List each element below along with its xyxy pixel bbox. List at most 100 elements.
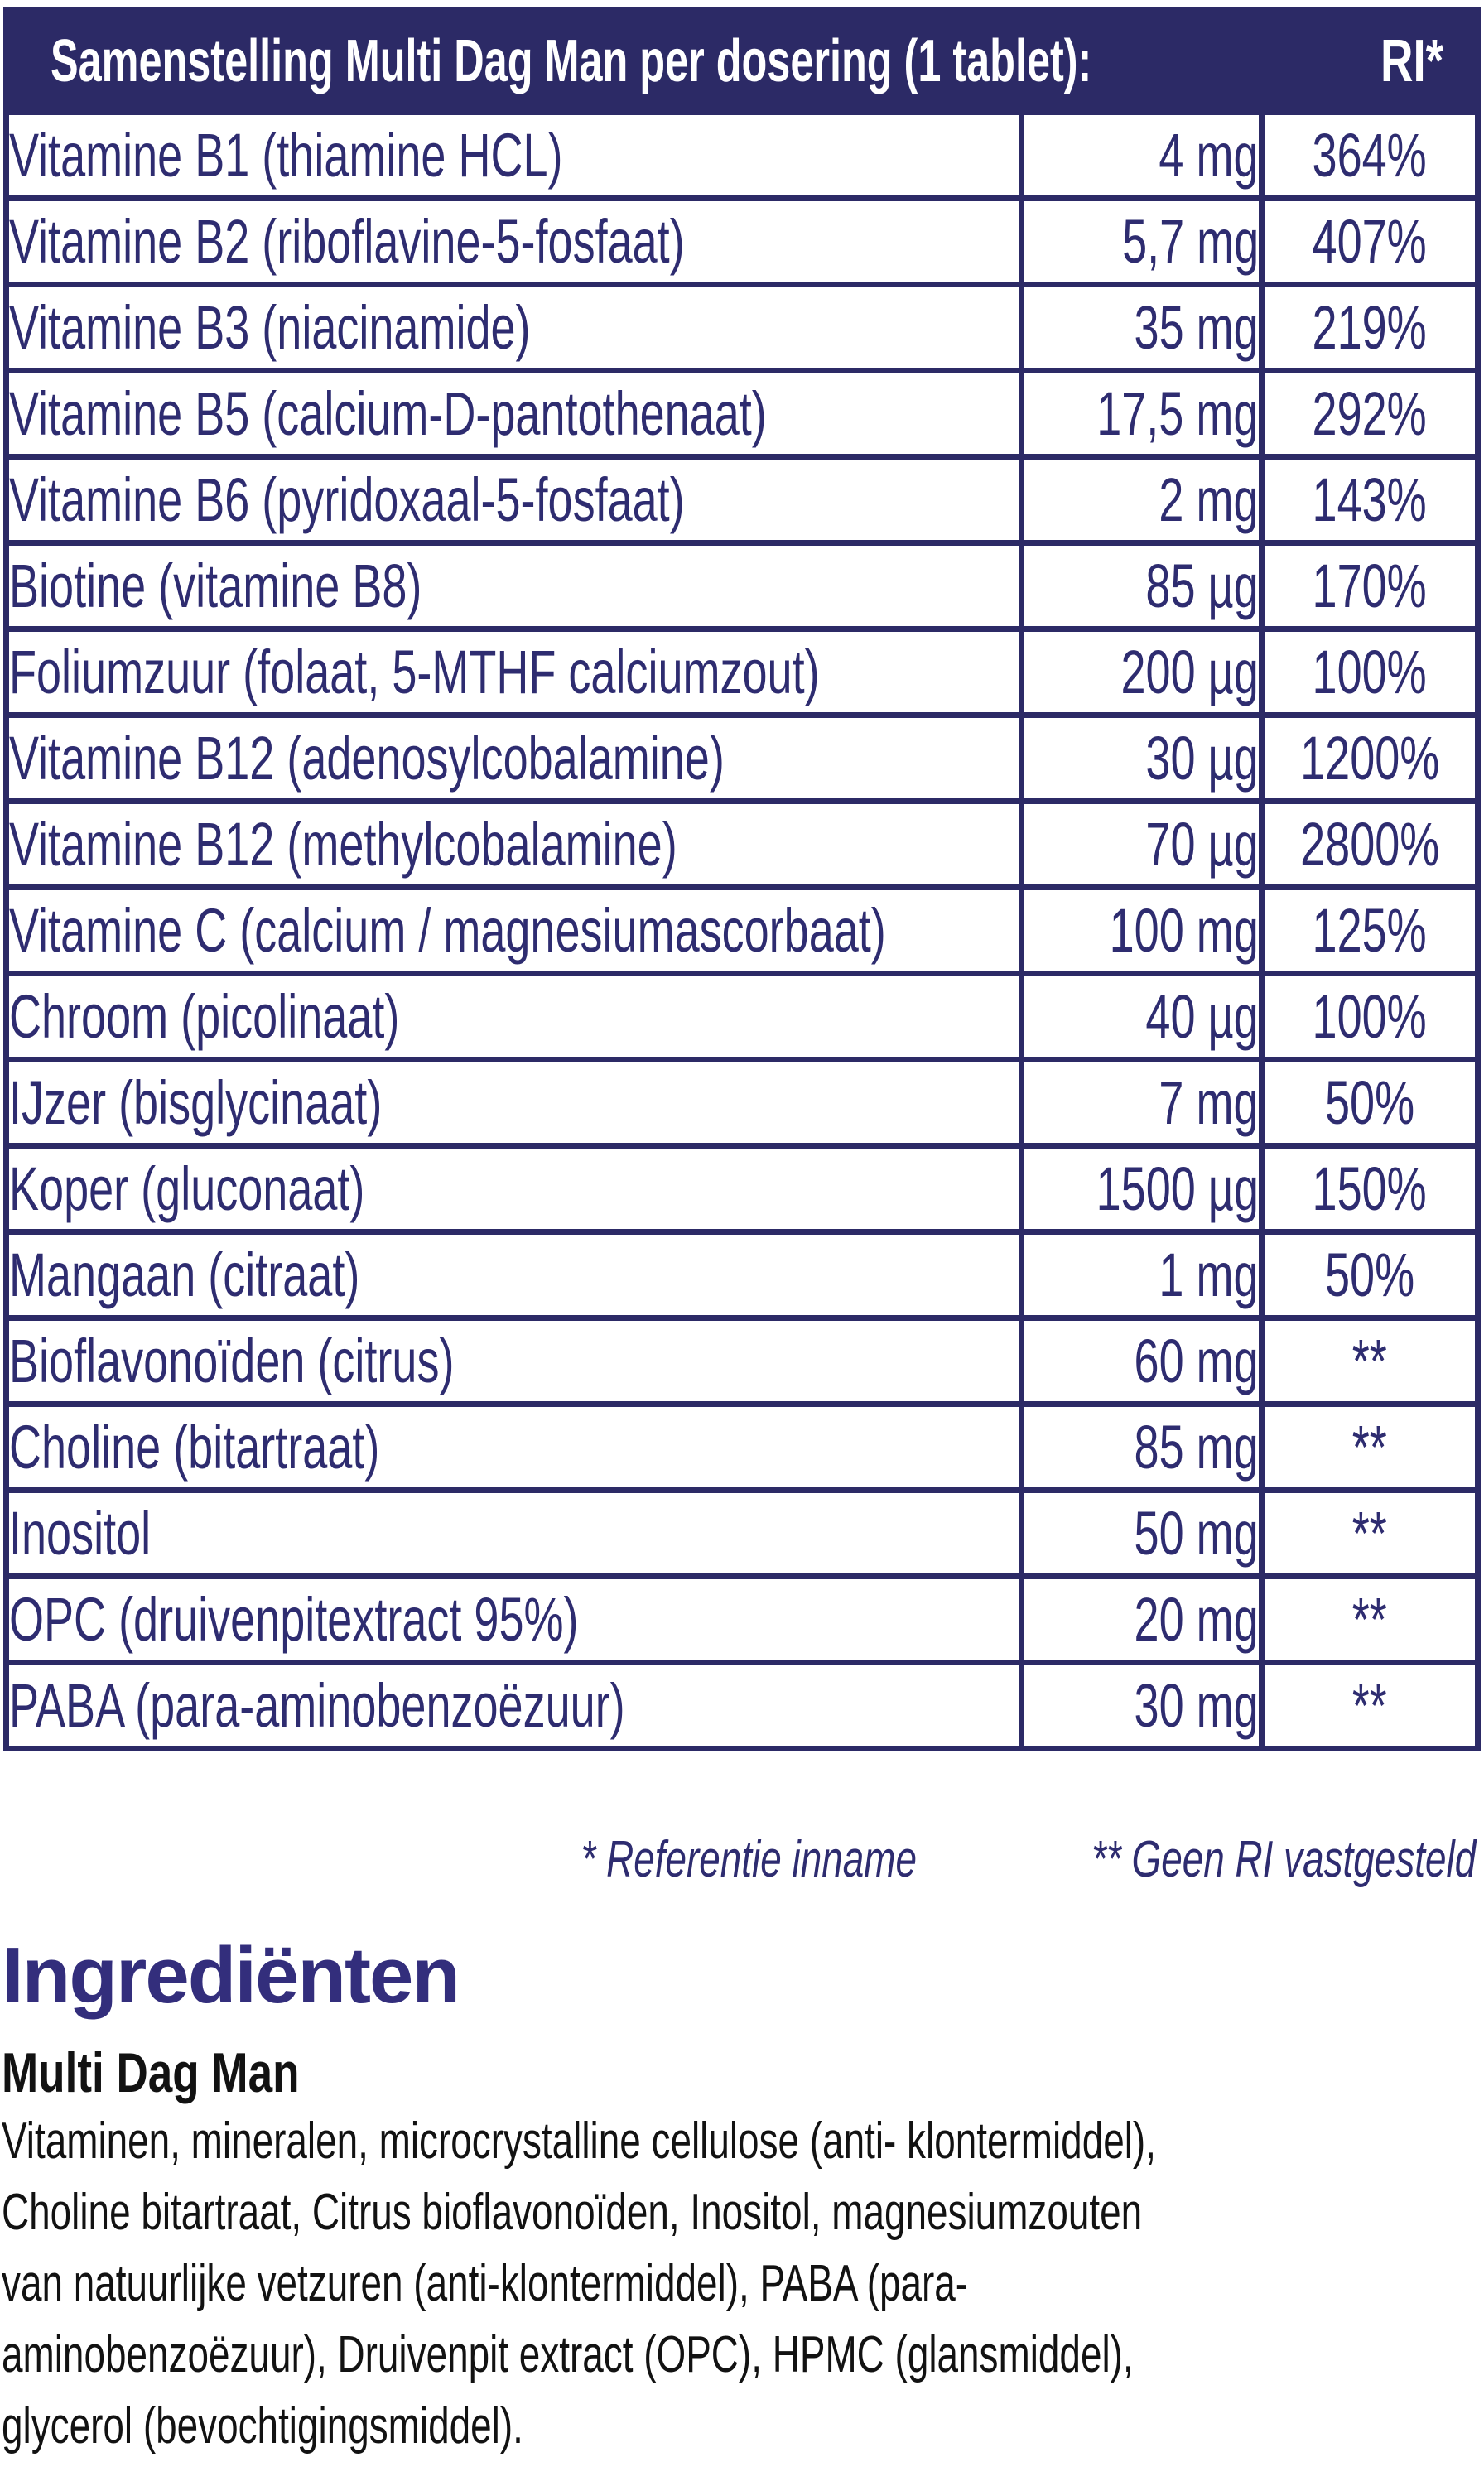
ri-cell-text: 2800% [1299, 810, 1439, 879]
amount-cell-text: 17,5 mg [1096, 379, 1259, 448]
ri-cell-text: ** [1352, 1413, 1387, 1482]
ri-cell-text: 170% [1312, 552, 1427, 620]
paragraph-line: glycerol (bevochtigingsmiddel). [2, 2397, 1484, 2472]
ingredient-name-cell: Vitamine B2 (riboflavine-5-fosfaat) [2, 195, 1025, 287]
table-row: Vitamine B3 (niacinamide) 35 mg 219% [2, 282, 1482, 373]
amount-cell-text: 200 µg [1120, 638, 1259, 706]
table-row: Vitamine B6 (pyridoxaal-5-fosfaat) 2 mg 14… [2, 454, 1482, 546]
amount-cell: 17,5 mg [1019, 368, 1265, 460]
table-row: Vitamine C (calcium / magnesiumascorbaat… [2, 884, 1482, 976]
paragraph-line-text: Choline bitartraat, Citrus bioflavonoïde… [2, 2183, 1143, 2241]
header-row: Samenstelling Multi Dag Man per dosering… [3, 7, 1482, 115]
table-header: Samenstelling Multi Dag Man per dosering… [3, 7, 1482, 115]
ingredient-name-cell-text: Vitamine B1 (thiamine HCL) [9, 121, 563, 190]
ri-cell-text: 150% [1312, 1154, 1427, 1223]
ri-cell: 170% [1258, 540, 1482, 632]
ri-cell: 150% [1258, 1143, 1482, 1235]
ingredient-name-cell: Vitamine B12 (adenosylcobalamine) [2, 712, 1025, 804]
table-row: Biotine (vitamine B8) 85 µg 170% [2, 540, 1482, 632]
amount-cell-text: 50 mg [1134, 1499, 1259, 1568]
amount-cell: 4 mg [1019, 109, 1265, 201]
amount-cell-text: 85 mg [1134, 1413, 1259, 1482]
table-row: Inositol 50 mg ** [2, 1487, 1482, 1579]
ingredient-name-cell: Koper (gluconaat) [2, 1143, 1025, 1235]
amount-cell-text: 1500 µg [1096, 1154, 1259, 1223]
ingredient-name-cell-text: Biotine (vitamine B8) [9, 552, 422, 620]
ingredient-name-cell-text: Bioflavonoïden (citrus) [9, 1327, 455, 1395]
table-row: Mangaan (citraat) 1 mg 50% [2, 1229, 1482, 1321]
ri-cell: 2800% [1258, 798, 1482, 890]
table-row: PABA (para-aminobenzoëzuur) 30 mg ** [2, 1660, 1482, 1751]
amount-cell-text: 2 mg [1159, 465, 1259, 534]
amount-cell-text: 60 mg [1134, 1327, 1259, 1395]
ri-cell-text: 143% [1312, 465, 1427, 534]
ingredient-name-cell: Vitamine B3 (niacinamide) [2, 282, 1025, 373]
ingredient-name-cell-text: Foliumzuur (folaat, 5-MTHF calciumzout) [9, 638, 820, 706]
ingredient-name-cell-text: Vitamine B2 (riboflavine-5-fosfaat) [9, 207, 685, 276]
ingredient-name-cell-text: Koper (gluconaat) [9, 1154, 365, 1223]
paragraph-line: Vitaminen, mineralen, microcrystalline c… [2, 2115, 1484, 2187]
amount-cell-text: 30 mg [1134, 1671, 1259, 1740]
paragraph-line-text: van natuurlijke vetzuren (anti-klontermi… [2, 2254, 969, 2312]
product-name: Multi Dag Man [2, 2040, 300, 2104]
table-row: Koper (gluconaat) 1500 µg 150% [2, 1143, 1482, 1235]
ri-cell: 407% [1258, 195, 1482, 287]
amount-cell: 40 µg [1019, 971, 1265, 1062]
table-row: Chroom (picolinaat) 40 µg 100% [2, 971, 1482, 1062]
ri-cell: 100% [1258, 971, 1482, 1062]
ri-cell-text: 1200% [1299, 724, 1439, 793]
ingredient-name-cell-text: Vitamine C (calcium / magnesiumascorbaat… [9, 896, 886, 965]
table-body: Vitamine B1 (thiamine HCL) 4 mg 364% Vitami… [2, 109, 1482, 1751]
ingredient-name-cell: PABA (para-aminobenzoëzuur) [2, 1660, 1025, 1751]
amount-cell: 20 mg [1019, 1573, 1265, 1665]
amount-cell: 100 mg [1019, 884, 1265, 976]
ri-cell: 1200% [1258, 712, 1482, 804]
amount-cell: 7 mg [1019, 1057, 1265, 1149]
ri-cell-text: ** [1352, 1327, 1387, 1395]
amount-cell: 5,7 mg [1019, 195, 1265, 287]
ri-cell-text: 100% [1312, 638, 1427, 706]
paragraph-line-text: glycerol (bevochtigingsmiddel). [2, 2397, 523, 2455]
ingredient-name-cell: Inositol [2, 1487, 1025, 1579]
amount-cell: 50 mg [1019, 1487, 1265, 1579]
ri-cell-text: 407% [1312, 207, 1427, 276]
ingredient-name-cell-text: Vitamine B12 (adenosylcobalamine) [9, 724, 725, 793]
ri-cell: 292% [1258, 368, 1482, 460]
ingredient-name-cell: Mangaan (citraat) [2, 1229, 1025, 1321]
table-title-text: Samenstelling Multi Dag Man per dosering… [51, 27, 1092, 94]
ingredient-name-cell: Vitamine C (calcium / magnesiumascorbaat… [2, 884, 1025, 976]
ri-column-header-text: RI* [1380, 27, 1443, 94]
ingredient-name-cell-text: Chroom (picolinaat) [9, 982, 400, 1051]
paragraph-line-text: aminobenzoëzuur), Druivenpit extract (OP… [2, 2325, 1134, 2383]
amount-cell-text: 5,7 mg [1121, 207, 1259, 276]
ingredient-name-cell: Vitamine B6 (pyridoxaal-5-fosfaat) [2, 454, 1025, 546]
footnotes: * Referentie inname ** Geen RI vastgestel… [0, 1830, 1476, 1889]
amount-cell-text: 100 mg [1109, 896, 1259, 965]
ri-cell: ** [1258, 1573, 1482, 1665]
ri-cell-text: 219% [1312, 293, 1427, 362]
table-row: Bioflavonoïden (citrus) 60 mg ** [2, 1315, 1482, 1407]
table-row: Vitamine B2 (riboflavine-5-fosfaat) 5,7 m… [2, 195, 1482, 287]
ri-cell: 364% [1258, 109, 1482, 201]
table-row: Vitamine B12 (methylcobalamine) 70 µg 2800… [2, 798, 1482, 890]
ingredients-paragraph: Vitaminen, mineralen, microcrystalline c… [2, 2115, 1484, 2472]
amount-cell-text: 1 mg [1159, 1241, 1259, 1309]
ingredient-name-cell-text: Mangaan (citraat) [9, 1241, 360, 1309]
ri-cell: ** [1258, 1660, 1482, 1751]
ri-cell: 143% [1258, 454, 1482, 546]
table-row: IJzer (bisglycinaat) 7 mg 50% [2, 1057, 1482, 1149]
ri-cell-text: ** [1352, 1671, 1387, 1740]
amount-cell: 2 mg [1019, 454, 1265, 546]
composition-table: Samenstelling Multi Dag Man per dosering… [2, 7, 1482, 1751]
ingredient-name-cell-text: Vitamine B5 (calcium-D-pantothenaat) [9, 379, 767, 448]
ingredient-name-cell-text: PABA (para-aminobenzoëzuur) [9, 1671, 625, 1740]
ri-cell-text: ** [1352, 1499, 1387, 1568]
table-row: Vitamine B1 (thiamine HCL) 4 mg 364% [2, 109, 1482, 201]
ingredient-name-cell: Biotine (vitamine B8) [2, 540, 1025, 632]
ri-cell-text: 125% [1312, 896, 1427, 965]
ingredient-name-cell: IJzer (bisglycinaat) [2, 1057, 1025, 1149]
amount-cell-text: 30 µg [1145, 724, 1259, 793]
footnote-reference-intake: * Referentie inname [581, 1831, 917, 1888]
ri-cell: ** [1258, 1487, 1482, 1579]
ingredient-name-cell-text: Vitamine B3 (niacinamide) [9, 293, 531, 362]
